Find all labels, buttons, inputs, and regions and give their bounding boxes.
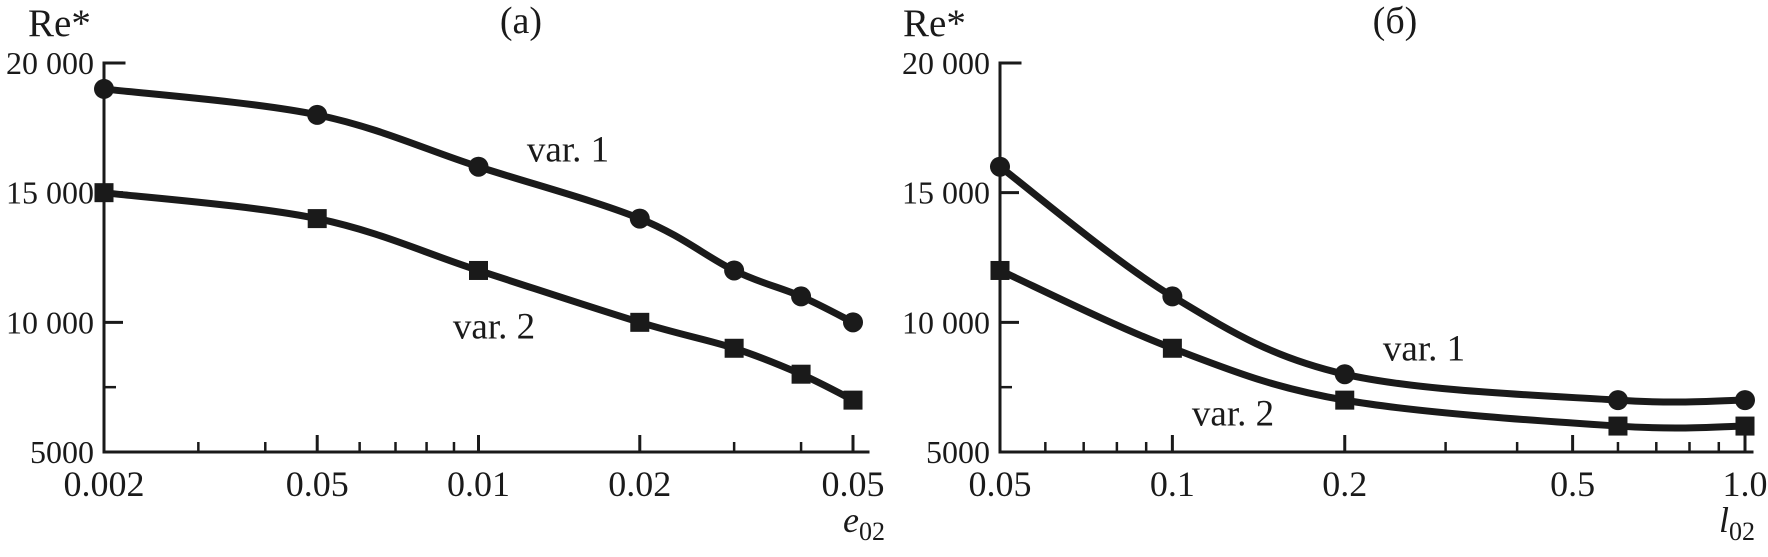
data-point-circle: [629, 208, 650, 229]
data-point-square: [843, 390, 863, 410]
y-tick-label: 15 000: [902, 175, 990, 211]
data-point-square: [94, 183, 114, 203]
y-tick-label: 5000: [30, 434, 94, 470]
data-point-circle: [468, 156, 489, 177]
axes-line: [998, 61, 1754, 454]
x-tick-label: 0.5: [1550, 464, 1595, 504]
data-point-square: [791, 364, 811, 384]
y-axis-title-b: Re*: [903, 2, 966, 45]
data-point-square: [1735, 416, 1755, 436]
x-tick-label: 0.01: [447, 464, 510, 504]
x-axis-title-b: l02: [1719, 502, 1755, 545]
data-point-square: [469, 260, 488, 280]
data-point-circle: [307, 104, 328, 125]
y-tick-label: 15 000: [6, 175, 94, 211]
axes-line: [102, 61, 870, 454]
data-point-circle: [1334, 364, 1355, 385]
x-axis-title-a: e02: [843, 502, 885, 545]
x-tick-label: 0.1: [1150, 464, 1195, 504]
data-point-square: [724, 338, 744, 358]
panel-title-a: (a): [499, 0, 543, 42]
data-point-circle: [1607, 390, 1628, 411]
x-axis-title-b-subscript: 02: [1729, 517, 1756, 546]
data-point-circle: [843, 312, 863, 333]
data-point-circle: [1735, 390, 1755, 411]
x-tick-label: 0.002: [64, 464, 145, 504]
data-point-square: [1162, 338, 1182, 358]
series-label-var1-b: var. 1: [1382, 328, 1466, 370]
data-point-circle: [791, 286, 812, 307]
x-tick-label: 0.05: [969, 464, 1032, 504]
series-label-var2-b: var. 2: [1191, 393, 1275, 435]
y-tick-label: 10 000: [902, 304, 990, 340]
y-axis-title-a: Re*: [28, 2, 91, 45]
x-tick-label: 0.05: [822, 464, 885, 504]
x-tick-label: 0.2: [1322, 464, 1367, 504]
panel-title-b: (б): [1372, 0, 1418, 42]
data-point-square: [1608, 416, 1628, 436]
data-point-circle: [1162, 286, 1183, 307]
data-point-square: [1335, 390, 1355, 410]
x-axis-title-a-base: e: [843, 500, 859, 540]
series-label-var1-a: var. 1: [526, 129, 610, 171]
series-line-var-1: [996, 163, 1749, 406]
data-point-square: [630, 312, 650, 332]
data-point-circle: [94, 78, 114, 99]
x-axis-title-b-base: l: [1718, 500, 1730, 540]
series-label-var2-a: var. 2: [452, 306, 536, 348]
x-tick-label: 0.02: [608, 464, 671, 504]
y-tick-label: 10 000: [6, 304, 94, 340]
data-point-circle: [990, 156, 1010, 177]
data-point-circle: [724, 260, 745, 281]
y-tick-label: 20 000: [6, 45, 94, 81]
data-point-square: [307, 209, 327, 229]
y-tick-label: 5000: [926, 434, 990, 470]
data-point-square: [990, 260, 1010, 280]
x-axis-title-a-subscript: 02: [858, 517, 885, 546]
series-line-var-2: [100, 189, 857, 404]
x-tick-label: 1.0: [1723, 464, 1768, 504]
y-tick-label: 20 000: [902, 45, 990, 81]
series-line-var-1: [100, 85, 857, 326]
x-tick-label: 0.05: [286, 464, 349, 504]
